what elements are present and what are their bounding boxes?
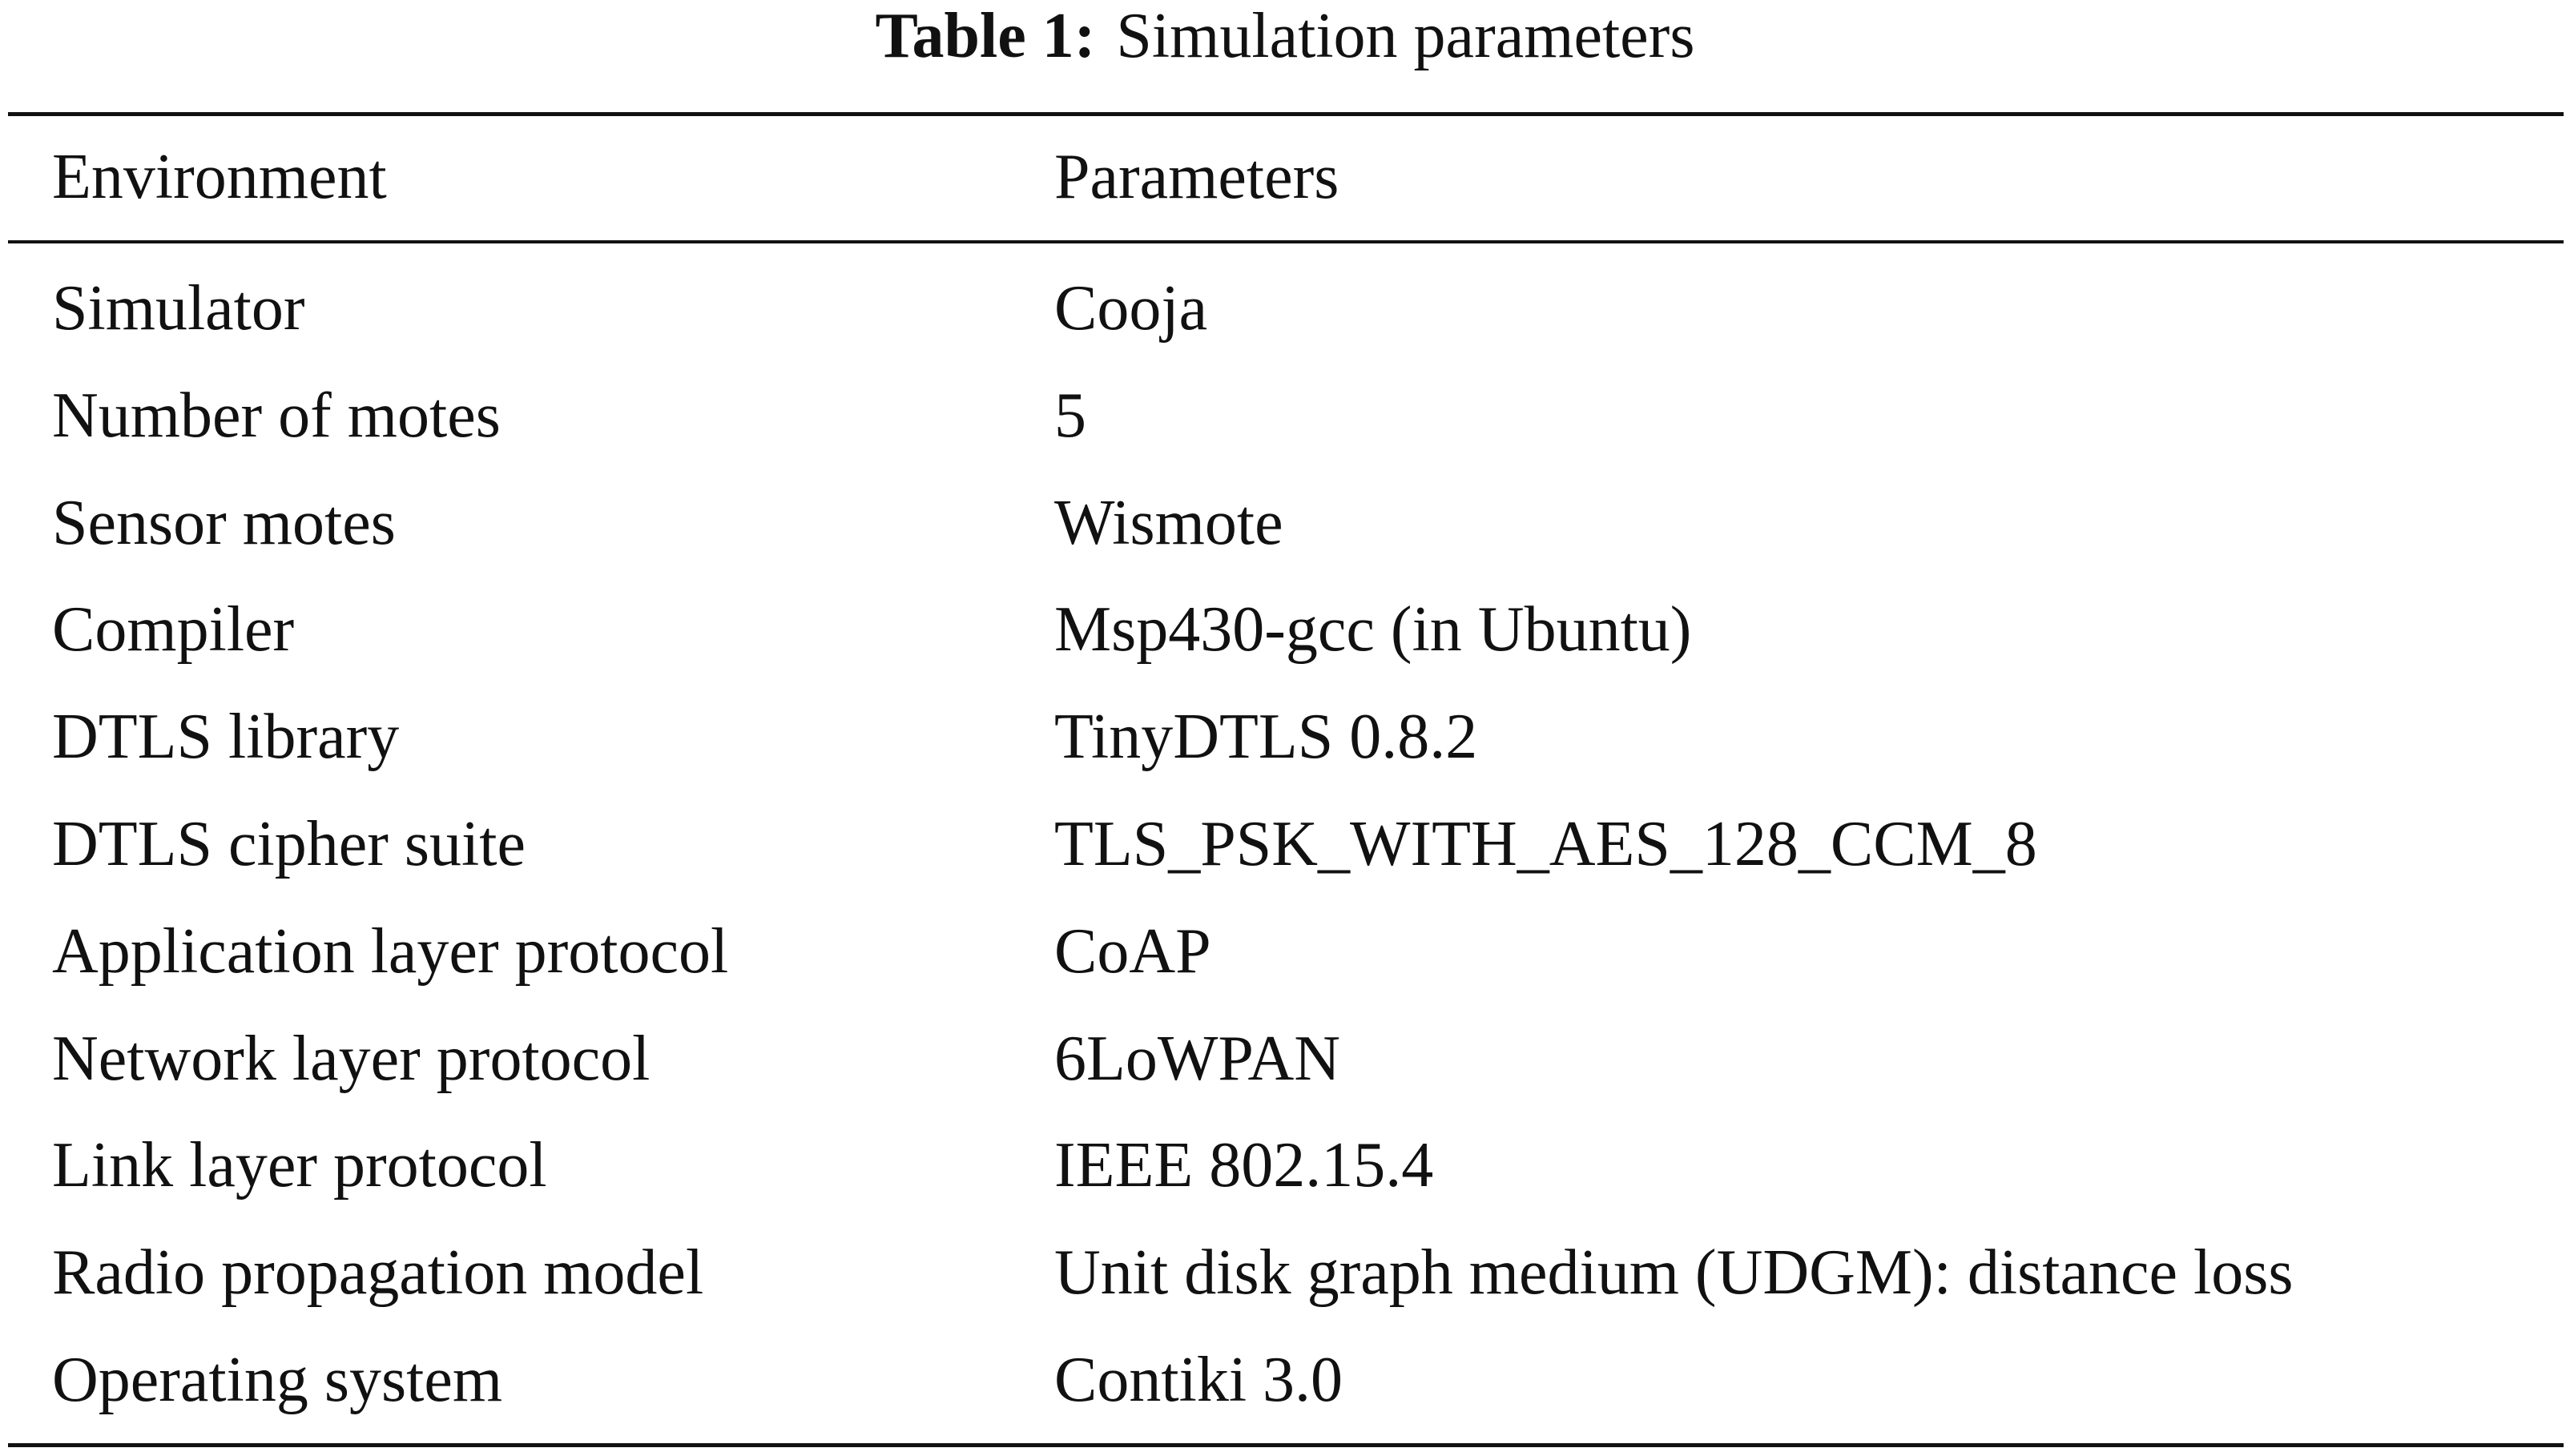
header-cell: Environment (52, 142, 387, 212)
bottom-rule (8, 1443, 2564, 1447)
parameter-cell: Contiki 3.0 (1054, 1345, 1343, 1415)
top-rule (8, 112, 2564, 116)
parameter-cell: 6LoWPAN (1054, 1023, 1341, 1094)
environment-cell: Network layer protocol (52, 1023, 651, 1094)
table-title: Table 1: Simulation parameters (0, 0, 2570, 72)
environment-cell: Simulator (52, 273, 305, 344)
parameter-cell: CoAP (1054, 915, 1211, 987)
environment-cell: Number of motes (52, 380, 501, 451)
parameter-cell: 5 (1054, 380, 1086, 451)
parameter-cell: Wismote (1054, 487, 1283, 558)
title-label: Table 1: (875, 1, 1096, 71)
parameter-cell: Msp430-gcc (in Ubuntu) (1054, 594, 1692, 666)
parameter-cell: Unit disk graph medium (UDGM): distance … (1054, 1237, 2294, 1309)
environment-cell: Application layer protocol (52, 915, 729, 987)
parameter-cell: Cooja (1054, 273, 1208, 344)
environment-cell: Operating system (52, 1345, 503, 1415)
parameter-cell: IEEE 802.15.4 (1054, 1130, 1434, 1201)
environment-cell: Radio propagation model (52, 1237, 704, 1309)
environment-cell: Sensor motes (52, 487, 396, 558)
environment-cell: Link layer protocol (52, 1130, 547, 1201)
title-text: Simulation parameters (1116, 1, 1695, 71)
header-rule (8, 240, 2564, 243)
parameter-cell: TLS_PSK_WITH_AES_128_CCM_8 (1054, 809, 2037, 879)
environment-cell: Compiler (52, 594, 295, 666)
environment-cell: DTLS library (52, 702, 400, 773)
environment-cell: DTLS cipher suite (52, 809, 526, 879)
header-cell: Parameters (1054, 142, 1339, 212)
parameter-cell: TinyDTLS 0.8.2 (1054, 702, 1478, 773)
